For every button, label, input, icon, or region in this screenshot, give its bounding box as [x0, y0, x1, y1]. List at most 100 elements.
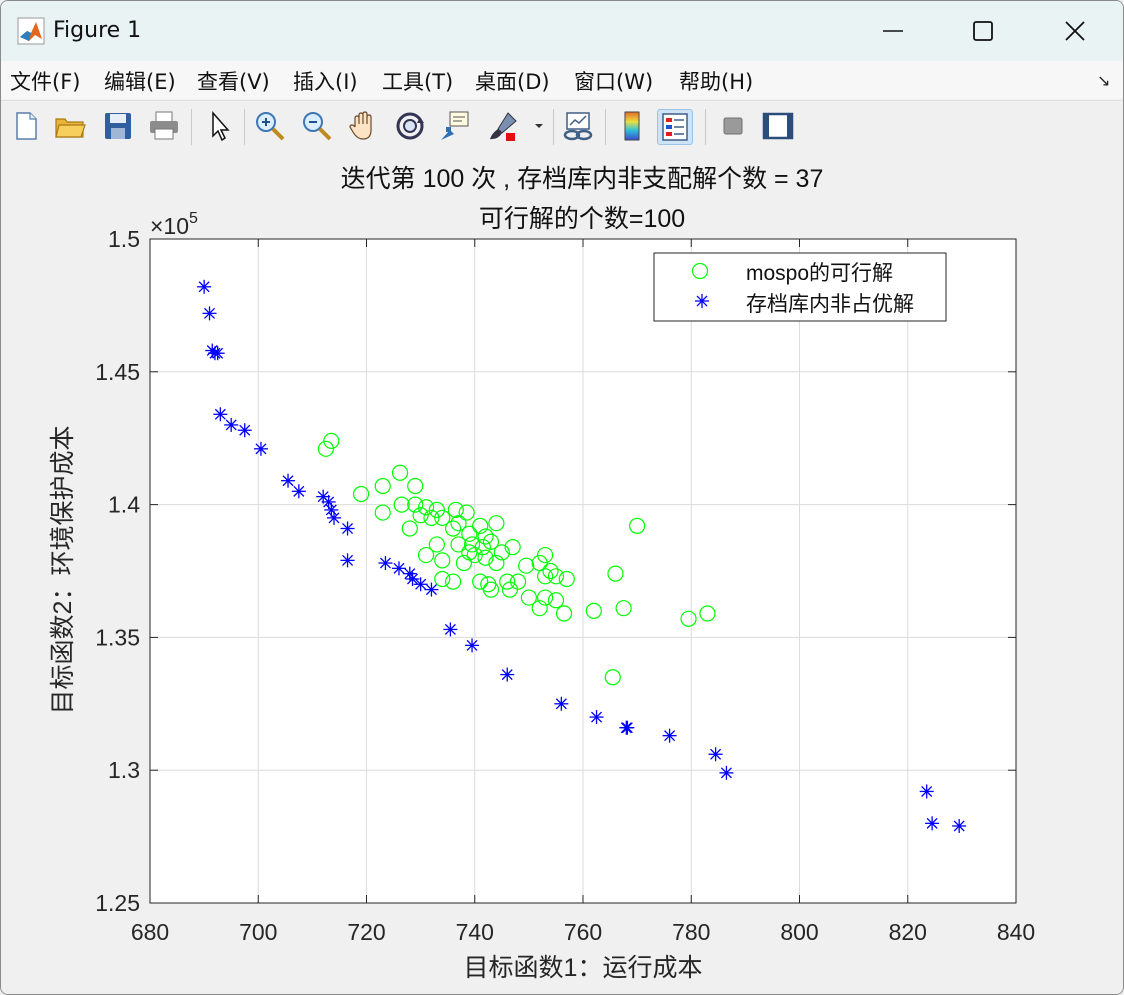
archive-point	[919, 784, 934, 799]
menu-view[interactable]: 查看(V)	[197, 70, 270, 94]
maximize-icon[interactable]	[967, 15, 999, 47]
minimize-icon[interactable]	[877, 15, 909, 47]
feasible-point	[393, 496, 410, 513]
y-tick-label: 1.3	[108, 757, 140, 783]
feasible-point	[447, 501, 464, 519]
feasible-point	[482, 533, 500, 550]
feasible-point	[472, 573, 489, 590]
archive-point	[465, 638, 480, 653]
feasible-point	[615, 600, 632, 617]
toolbar-separator	[244, 109, 245, 145]
feasible-point	[450, 515, 467, 532]
feasible-point	[407, 496, 424, 513]
archive-point	[340, 553, 355, 568]
figure-canvas: 680 700 720 740 760 780 800 820 840 1.25 1.3 1.35 1…	[1, 153, 1123, 994]
archive-point	[202, 306, 217, 321]
feasible-point	[604, 669, 621, 686]
toolbar-separator	[705, 109, 706, 145]
archive-point	[443, 622, 458, 637]
feasible-point	[499, 573, 516, 590]
menu-tools[interactable]: 工具(T)	[382, 70, 454, 94]
feasible-point	[428, 501, 445, 519]
menu-window[interactable]: 窗口(W)	[574, 70, 654, 94]
feasible-point	[434, 509, 451, 526]
scatter-chart: 680 700 720 740 760 780 800 820 840 1.251.31.351…	[49, 165, 1035, 982]
feasible-point	[488, 515, 505, 532]
archive-point	[210, 346, 225, 361]
pointer-icon[interactable]	[203, 109, 237, 143]
feasible-point	[518, 557, 535, 574]
matlab-logo-icon	[17, 17, 45, 45]
archive-point	[253, 441, 268, 456]
archive-point	[662, 728, 677, 743]
dock-arrow-icon[interactable]: ↘	[1097, 71, 1111, 90]
feasible-point	[488, 554, 505, 572]
brush-icon[interactable]	[486, 109, 520, 143]
y-exponent-power: 5	[189, 210, 198, 227]
feasible-point	[391, 464, 409, 481]
zoom-out-icon[interactable]	[300, 109, 334, 143]
archive-point	[620, 720, 635, 735]
feasible-point	[537, 589, 554, 606]
x-tick-label: 700	[239, 919, 277, 945]
print-icon[interactable]	[147, 109, 181, 143]
archive-point	[327, 510, 342, 525]
open-file-icon[interactable]	[53, 109, 87, 143]
save-icon[interactable]	[101, 109, 135, 143]
axes-box	[149, 238, 1017, 904]
brush-dropdown-chevron-down-icon[interactable]	[533, 121, 545, 131]
x-tick-label: 820	[889, 919, 927, 945]
x-axis-ticks: 680 700 720 740 760 780 800 820 840	[131, 239, 1035, 945]
feasible-point	[450, 536, 467, 553]
archive-point	[197, 279, 212, 294]
y-tick-label: 1.4	[108, 492, 140, 518]
rotate-3d-icon[interactable]	[393, 109, 427, 143]
data-cursor-icon[interactable]	[438, 109, 472, 143]
feasible-point	[455, 554, 473, 572]
menu-edit[interactable]: 编辑(E)	[104, 70, 176, 94]
new-figure-icon[interactable]	[9, 109, 43, 143]
feasible-point	[445, 520, 462, 537]
y-tick-label: 1.25	[95, 890, 140, 916]
feasible-point	[555, 605, 573, 622]
menu-file[interactable]: 文件(F)	[10, 70, 81, 94]
feasible-point	[493, 544, 510, 561]
close-icon[interactable]	[1059, 15, 1091, 47]
menu-desktop[interactable]: 桌面(D)	[475, 70, 550, 94]
legend-circle-marker	[691, 262, 709, 280]
toolbar	[1, 100, 1123, 154]
feasible-point	[463, 536, 481, 553]
show-plot-tools-icon[interactable]	[761, 109, 795, 143]
colorbar-icon[interactable]	[615, 109, 649, 143]
y-axis-label: 目标函数2：环境保护成本	[49, 426, 77, 715]
feasible-point	[374, 504, 391, 521]
archive-point	[405, 571, 420, 586]
feasible-point	[434, 552, 451, 569]
archive-point	[281, 473, 296, 488]
feasible-point	[423, 509, 440, 526]
legend-icon[interactable]	[657, 109, 693, 145]
feasible-point	[412, 507, 429, 524]
archive-point	[224, 417, 239, 432]
feasible-point	[317, 440, 335, 457]
toolbar-separator	[553, 109, 554, 145]
feasible-point	[537, 568, 554, 585]
hide-plot-tools-icon[interactable]	[716, 109, 750, 143]
link-plot-icon[interactable]	[561, 109, 595, 143]
menu-help[interactable]: 帮助(H)	[679, 70, 754, 94]
feasible-point	[680, 610, 697, 627]
archive-point	[952, 818, 967, 833]
x-tick-label: 680	[131, 919, 169, 945]
feasible-point	[352, 485, 370, 503]
pan-hand-icon[interactable]	[347, 109, 381, 143]
feasible-point	[477, 549, 494, 566]
feasible-point	[374, 477, 391, 495]
archive-point	[554, 696, 569, 711]
zoom-in-icon[interactable]	[253, 109, 287, 143]
feasible-point	[434, 570, 451, 588]
grid-lines	[150, 239, 1016, 903]
archive-point	[424, 582, 439, 597]
y-tick-label: 1.5	[108, 226, 140, 252]
menu-insert[interactable]: 插入(I)	[293, 70, 358, 94]
